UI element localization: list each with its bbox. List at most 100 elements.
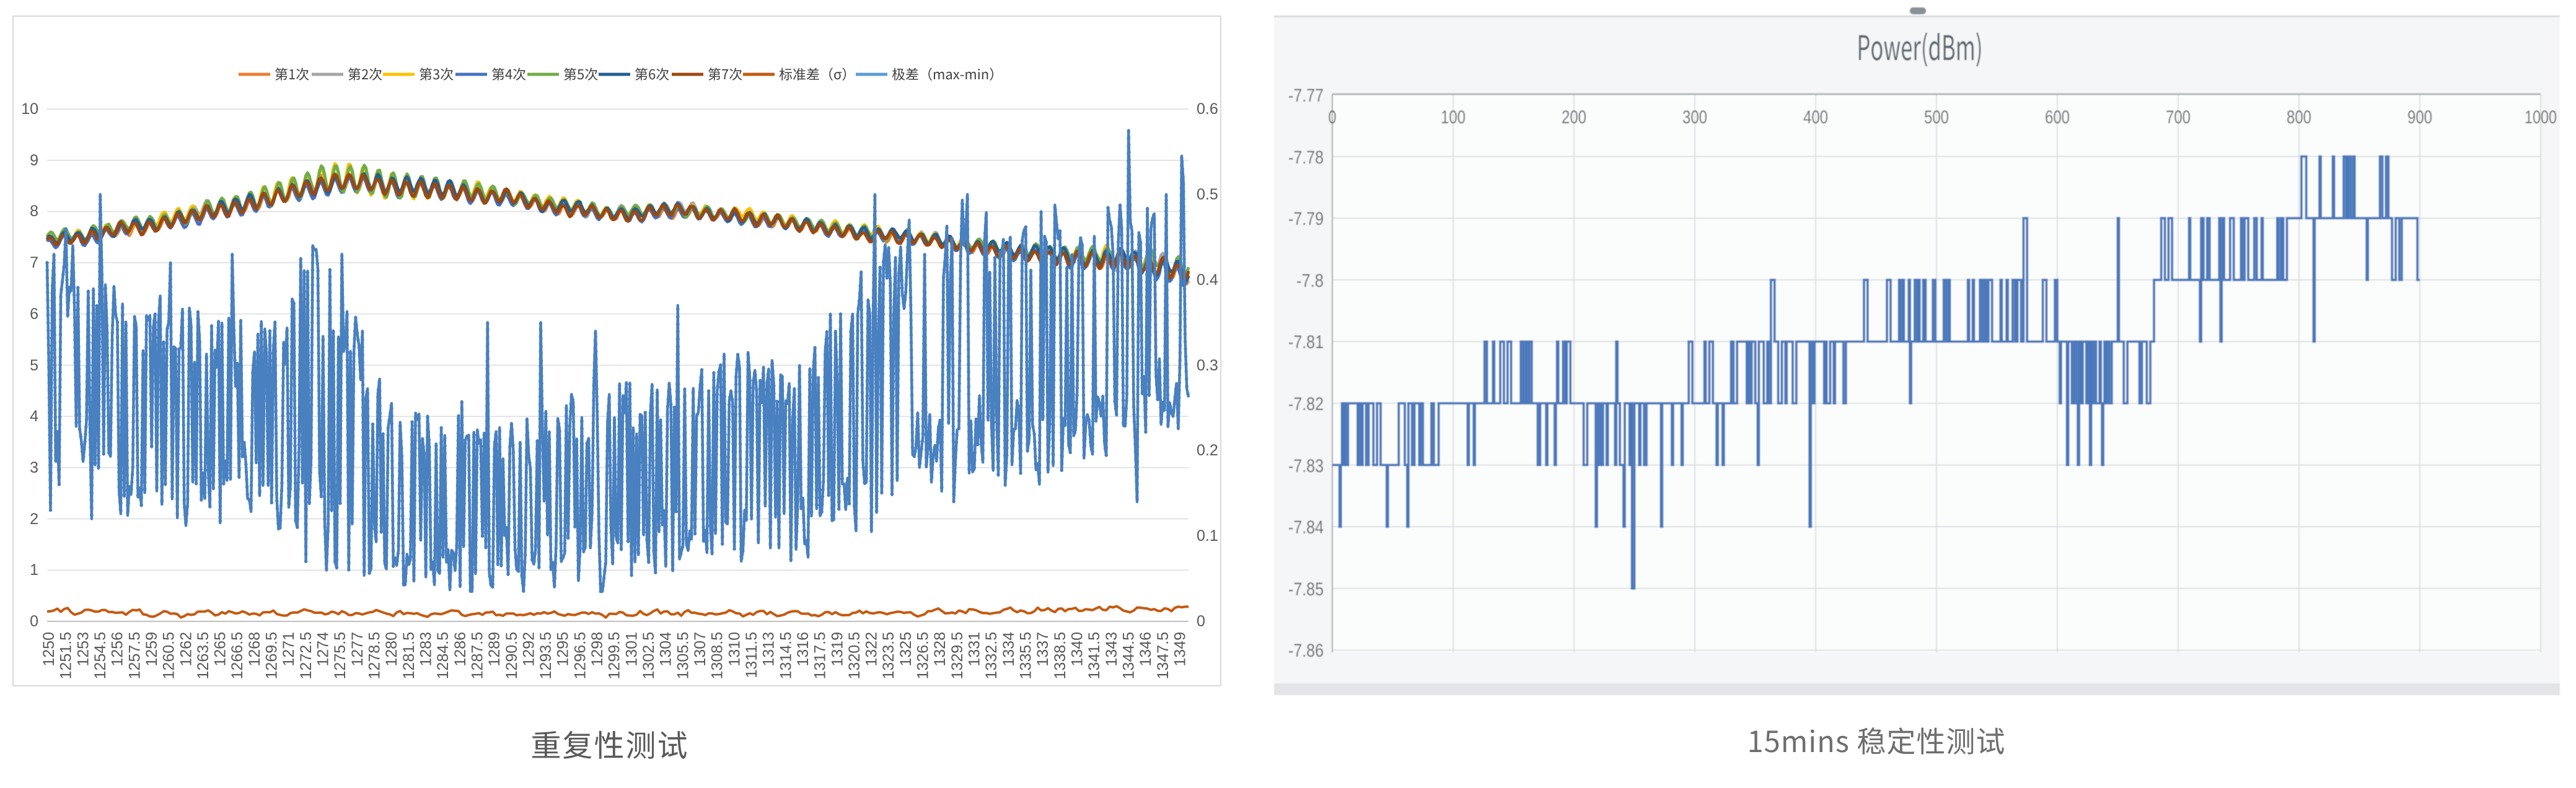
svg-text:200: 200	[1562, 107, 1586, 128]
svg-text:1277: 1277	[349, 632, 366, 667]
svg-text:1000: 1000	[2525, 107, 2557, 128]
svg-text:500: 500	[1924, 107, 1949, 128]
svg-text:1271: 1271	[280, 632, 297, 667]
svg-text:-7.86: -7.86	[1288, 641, 1324, 661]
svg-text:0.2: 0.2	[1197, 442, 1218, 459]
svg-text:4: 4	[30, 408, 38, 425]
svg-text:3: 3	[30, 459, 38, 476]
svg-text:1257.5: 1257.5	[126, 632, 143, 679]
svg-text:400: 400	[1803, 107, 1828, 128]
svg-text:0: 0	[30, 613, 38, 630]
svg-text:1310: 1310	[726, 632, 743, 667]
svg-text:1265: 1265	[212, 632, 229, 667]
svg-text:600: 600	[2045, 107, 2070, 128]
svg-text:1302.5: 1302.5	[640, 632, 657, 679]
svg-text:1287.5: 1287.5	[469, 632, 486, 679]
svg-text:1322: 1322	[863, 632, 881, 667]
svg-text:1332.5: 1332.5	[983, 632, 1000, 679]
svg-text:1250: 1250	[40, 632, 58, 667]
svg-text:0.1: 0.1	[1197, 527, 1218, 545]
svg-text:1331: 1331	[966, 632, 983, 667]
svg-text:2: 2	[30, 510, 38, 528]
svg-text:10: 10	[21, 100, 38, 118]
svg-text:1286: 1286	[452, 632, 469, 667]
svg-text:1346: 1346	[1137, 632, 1154, 667]
svg-text:1259: 1259	[143, 632, 160, 667]
svg-text:1341.5: 1341.5	[1086, 632, 1103, 679]
svg-text:-7.85: -7.85	[1288, 579, 1324, 600]
svg-text:1337: 1337	[1034, 632, 1052, 667]
svg-text:1343: 1343	[1103, 632, 1120, 667]
svg-text:1319: 1319	[829, 632, 846, 667]
svg-text:1: 1	[30, 561, 38, 579]
svg-text:1281.5: 1281.5	[400, 632, 418, 679]
svg-text:8: 8	[30, 203, 38, 220]
svg-text:7: 7	[30, 254, 38, 271]
svg-text:1293.5: 1293.5	[537, 632, 555, 679]
svg-text:-7.82: -7.82	[1288, 394, 1324, 414]
svg-text:700: 700	[2166, 107, 2191, 128]
svg-text:0: 0	[1197, 613, 1205, 630]
svg-text:1283: 1283	[418, 632, 435, 667]
svg-text:1272.5: 1272.5	[297, 632, 315, 679]
svg-text:1304: 1304	[657, 632, 675, 667]
svg-text:1278.5: 1278.5	[366, 632, 384, 679]
svg-text:0.4: 0.4	[1197, 271, 1218, 289]
svg-text:1314.5: 1314.5	[777, 632, 794, 679]
svg-text:1316: 1316	[794, 632, 812, 667]
svg-text:1296.5: 1296.5	[571, 632, 589, 679]
svg-text:1295: 1295	[555, 632, 572, 667]
svg-text:1280: 1280	[383, 632, 400, 667]
svg-text:1263.5: 1263.5	[195, 632, 212, 679]
svg-text:1292: 1292	[520, 632, 537, 667]
svg-text:1349: 1349	[1171, 632, 1189, 667]
svg-text:800: 800	[2287, 107, 2311, 128]
svg-text:1266.5: 1266.5	[229, 632, 246, 679]
svg-text:1275.5: 1275.5	[332, 632, 349, 679]
svg-text:100: 100	[1441, 107, 1466, 128]
svg-text:1340: 1340	[1069, 632, 1086, 667]
svg-text:1320.5: 1320.5	[846, 632, 863, 679]
svg-text:-7.79: -7.79	[1288, 209, 1324, 229]
svg-text:1256: 1256	[109, 632, 126, 667]
svg-text:1251.5: 1251.5	[58, 632, 75, 679]
svg-text:0: 0	[1329, 107, 1337, 128]
svg-text:1344.5: 1344.5	[1120, 632, 1138, 679]
svg-text:1290.5: 1290.5	[503, 632, 521, 679]
svg-text:1268: 1268	[246, 632, 263, 667]
svg-text:1328: 1328	[931, 632, 949, 667]
svg-text:5: 5	[30, 357, 38, 374]
svg-text:-7.8: -7.8	[1296, 271, 1324, 291]
svg-text:1284.5: 1284.5	[434, 632, 452, 679]
svg-text:1298: 1298	[589, 632, 606, 667]
svg-text:1326.5: 1326.5	[915, 632, 932, 679]
svg-text:1329.5: 1329.5	[949, 632, 966, 679]
svg-text:1254.5: 1254.5	[92, 632, 109, 679]
svg-text:1301: 1301	[623, 632, 640, 667]
svg-text:1269.5: 1269.5	[263, 632, 281, 679]
svg-text:0.3: 0.3	[1197, 357, 1218, 374]
svg-text:-7.84: -7.84	[1288, 517, 1324, 538]
svg-text:1253: 1253	[74, 632, 92, 667]
svg-text:-7.81: -7.81	[1288, 332, 1324, 352]
svg-text:-7.78: -7.78	[1288, 147, 1324, 168]
svg-text:1347.5: 1347.5	[1154, 632, 1172, 679]
svg-text:1313: 1313	[760, 632, 778, 667]
svg-text:1308.5: 1308.5	[709, 632, 726, 679]
svg-text:300: 300	[1682, 107, 1707, 128]
svg-text:1334: 1334	[1000, 632, 1018, 667]
svg-text:1305.5: 1305.5	[674, 632, 692, 679]
svg-text:0.6: 0.6	[1197, 100, 1218, 118]
svg-text:1311.5: 1311.5	[743, 632, 760, 678]
svg-text:1274: 1274	[315, 632, 332, 667]
svg-text:900: 900	[2407, 107, 2432, 128]
svg-text:-7.83: -7.83	[1288, 456, 1324, 476]
svg-text:1307: 1307	[692, 632, 709, 667]
svg-text:1299.5: 1299.5	[606, 632, 623, 679]
svg-text:1325: 1325	[897, 632, 915, 667]
svg-text:1335.5: 1335.5	[1018, 632, 1035, 679]
svg-text:1289: 1289	[486, 632, 503, 667]
svg-text:1262: 1262	[177, 632, 195, 667]
svg-text:0.5: 0.5	[1197, 186, 1218, 203]
svg-text:-7.77: -7.77	[1288, 85, 1324, 106]
